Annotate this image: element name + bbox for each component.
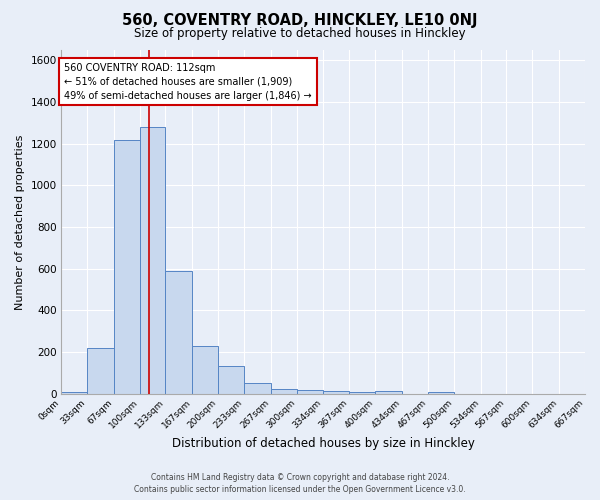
Bar <box>166 271 192 394</box>
Bar <box>113 140 140 394</box>
Bar <box>244 384 271 394</box>
Bar <box>61 392 87 394</box>
Text: Size of property relative to detached houses in Hinckley: Size of property relative to detached ho… <box>134 28 466 40</box>
Bar <box>192 346 218 394</box>
Y-axis label: Number of detached properties: Number of detached properties <box>15 134 25 310</box>
Bar <box>140 127 166 394</box>
Bar <box>218 366 244 394</box>
Text: 560, COVENTRY ROAD, HINCKLEY, LE10 0NJ: 560, COVENTRY ROAD, HINCKLEY, LE10 0NJ <box>122 12 478 28</box>
Bar <box>87 348 113 394</box>
Bar <box>428 392 454 394</box>
Bar <box>349 392 375 394</box>
X-axis label: Distribution of detached houses by size in Hinckley: Distribution of detached houses by size … <box>172 437 475 450</box>
Text: 560 COVENTRY ROAD: 112sqm
← 51% of detached houses are smaller (1,909)
49% of se: 560 COVENTRY ROAD: 112sqm ← 51% of detac… <box>64 62 312 100</box>
Bar <box>375 390 402 394</box>
Bar <box>296 390 323 394</box>
Bar <box>271 388 296 394</box>
Text: Contains HM Land Registry data © Crown copyright and database right 2024.
Contai: Contains HM Land Registry data © Crown c… <box>134 472 466 494</box>
Bar <box>323 390 349 394</box>
